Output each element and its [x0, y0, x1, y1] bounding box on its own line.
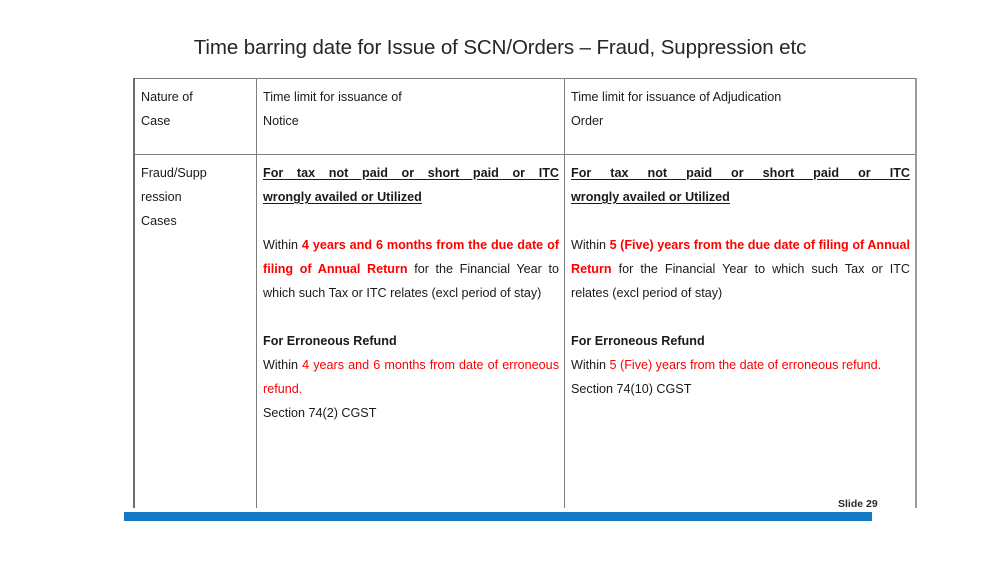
accent-bar	[124, 512, 872, 521]
header-nature-line2: Case	[141, 114, 171, 128]
order-p1-pre: Within	[571, 237, 610, 252]
header-notice-line1: Time limit for issuance of	[263, 90, 402, 104]
notice-section-reference: Section 74(2) CGST	[263, 405, 377, 420]
table-row: Fraud/Supp ression Cases For tax not pai…	[133, 153, 917, 508]
header-order-line2: Order	[571, 114, 604, 128]
notice-p1-emphasis: 4 years and 6 months from the due date o…	[263, 237, 559, 276]
notice-heading-line1: For tax not paid or short paid or ITC	[263, 165, 559, 180]
spacer	[571, 209, 910, 233]
notice-p1-post: for the Financial Year to which such Tax…	[263, 261, 559, 300]
notice-p2-emphasis: 4 years and 6 months from date of errone…	[263, 357, 559, 396]
spacer	[263, 209, 559, 233]
header-cell-adjudication-order: Time limit for issuance of Adjudication …	[564, 78, 917, 155]
nature-line1: Fraud/Supp	[141, 165, 207, 180]
header-cell-nature-of-case: Nature of Case	[133, 78, 257, 155]
order-heading-line2: wrongly availed or Utilized	[571, 189, 730, 204]
time-barring-table: Nature of Case Time limit for issuance o…	[133, 78, 917, 508]
slide-number: Slide 29	[838, 498, 878, 510]
notice-paragraph-1: Within 4 years and 6 months from the due…	[263, 233, 559, 305]
order-paragraph-2: Within 5 (Five) years from the date of e…	[571, 353, 910, 377]
notice-p1-pre: Within	[263, 237, 302, 252]
notice-heading-line2: wrongly availed or Utilized	[263, 189, 422, 204]
header-notice-line2: Notice	[263, 114, 299, 128]
nature-line3: Cases	[141, 213, 177, 228]
header-nature-line1: Nature of	[141, 90, 193, 104]
spacer	[263, 305, 559, 329]
notice-paragraph-2: Within 4 years and 6 months from date of…	[263, 353, 559, 401]
order-p1-emphasis: 5 (Five) years from the due date of fili…	[571, 237, 910, 276]
order-p2-pre: Within	[571, 357, 610, 372]
table: Nature of Case Time limit for issuance o…	[133, 78, 917, 508]
notice-p2-pre: Within	[263, 357, 303, 372]
spacer	[571, 305, 910, 329]
order-paragraph-1: Within 5 (Five) years from the due date …	[571, 233, 910, 305]
nature-line2: ression	[141, 189, 182, 204]
notice-refund-heading: For Erroneous Refund	[263, 333, 397, 348]
cell-notice-time-limit: For tax not paid or short paid or ITC wr…	[256, 153, 565, 508]
order-heading-line1: For tax not paid or short paid or ITC	[571, 165, 910, 180]
page-title: Time barring date for Issue of SCN/Order…	[193, 36, 807, 59]
order-p2-emphasis: 5 (Five) years from the date of erroneou…	[609, 357, 882, 372]
header-order-line1: Time limit for issuance of Adjudication	[571, 90, 782, 104]
order-refund-heading: For Erroneous Refund	[571, 333, 705, 348]
cell-nature-of-case: Fraud/Supp ression Cases	[133, 153, 257, 508]
order-p1-post: for the Financial Year to which such Tax…	[571, 261, 910, 300]
order-section-reference: Section 74(10) CGST	[571, 381, 692, 396]
table-header-row: Nature of Case Time limit for issuance o…	[133, 78, 917, 155]
cell-adjudication-time-limit: For tax not paid or short paid or ITC wr…	[564, 153, 917, 508]
header-cell-notice: Time limit for issuance of Notice	[256, 78, 565, 155]
